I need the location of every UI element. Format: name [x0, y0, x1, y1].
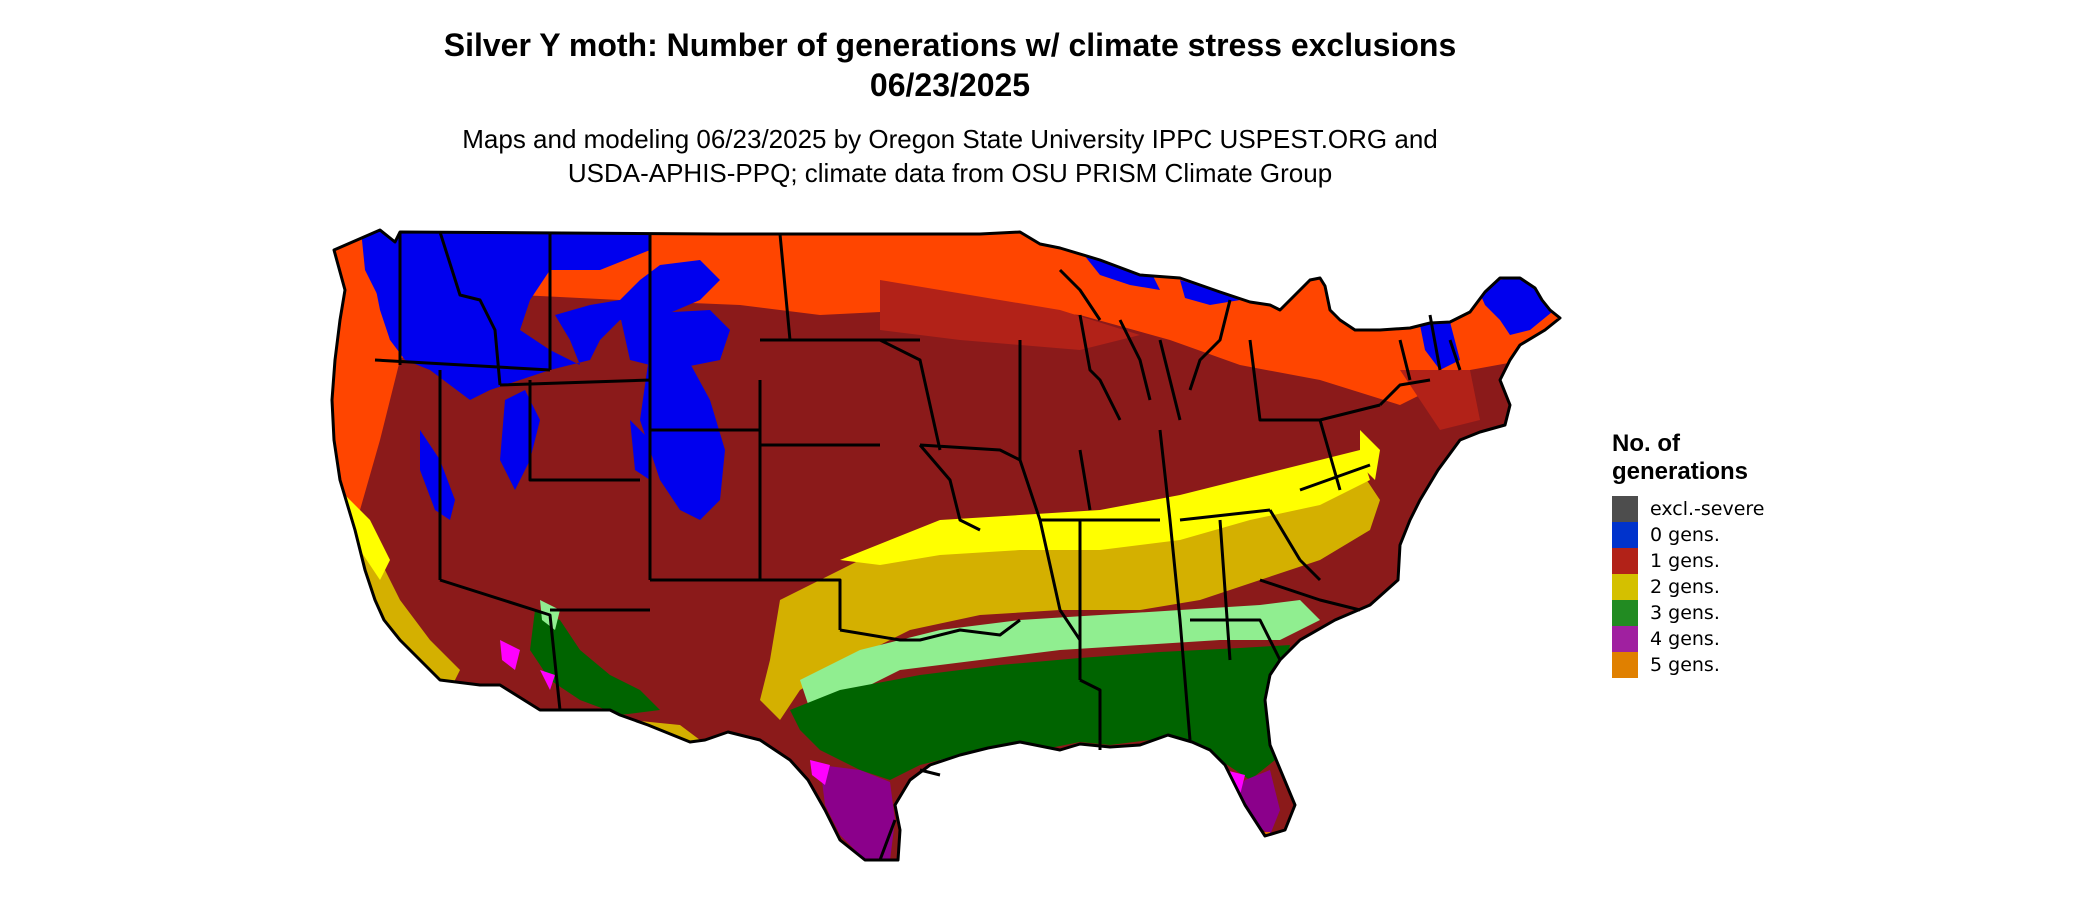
legend-item-5-gens: 5 gens.	[1612, 652, 1765, 678]
legend-title-line2: generations	[1612, 458, 1749, 485]
legend-label: 3 gens.	[1650, 602, 1720, 624]
legend-swatch	[1612, 548, 1638, 574]
legend-swatch	[1612, 626, 1638, 652]
legend-label: excl.-severe	[1650, 498, 1765, 520]
legend: No. of generations excl.-severe 0 gens. …	[1612, 430, 1765, 678]
map-subtitle-line2: USDA-APHIS-PPQ; climate data from OSU PR…	[567, 158, 1333, 188]
legend-item-3-gens: 3 gens.	[1612, 600, 1765, 626]
legend-swatch	[1612, 496, 1638, 522]
legend-item-0-gens: 0 gens.	[1612, 522, 1765, 548]
legend-item-1-gens: 1 gens.	[1612, 548, 1765, 574]
legend-label: 5 gens.	[1650, 654, 1720, 676]
legend-label: 0 gens.	[1650, 524, 1720, 546]
legend-label: 4 gens.	[1650, 628, 1720, 650]
legend-swatch	[1612, 652, 1638, 678]
legend-items: excl.-severe 0 gens. 1 gens. 2 gens. 3 g…	[1612, 496, 1765, 678]
legend-swatch	[1612, 600, 1638, 626]
legend-item-excl-severe: excl.-severe	[1612, 496, 1765, 522]
legend-item-2-gens: 2 gens.	[1612, 574, 1765, 600]
legend-label: 2 gens.	[1650, 576, 1720, 598]
map-date: 06/23/2025	[869, 67, 1031, 103]
map-subtitle-line1: Maps and modeling 06/23/2025 by Oregon S…	[462, 124, 1438, 154]
legend-swatch	[1612, 522, 1638, 548]
generation-regions	[332, 230, 1560, 860]
legend-item-4-gens: 4 gens.	[1612, 626, 1765, 652]
map-title: Silver Y moth: Number of generations w/ …	[443, 27, 1457, 63]
legend-label: 1 gens.	[1650, 550, 1720, 572]
state-borders	[330, 228, 1562, 862]
legend-swatch	[1612, 574, 1638, 600]
us-generations-map	[330, 228, 1562, 862]
legend-title-line1: No. of	[1612, 430, 1680, 457]
legend-title: No. of generations	[1612, 430, 1765, 486]
